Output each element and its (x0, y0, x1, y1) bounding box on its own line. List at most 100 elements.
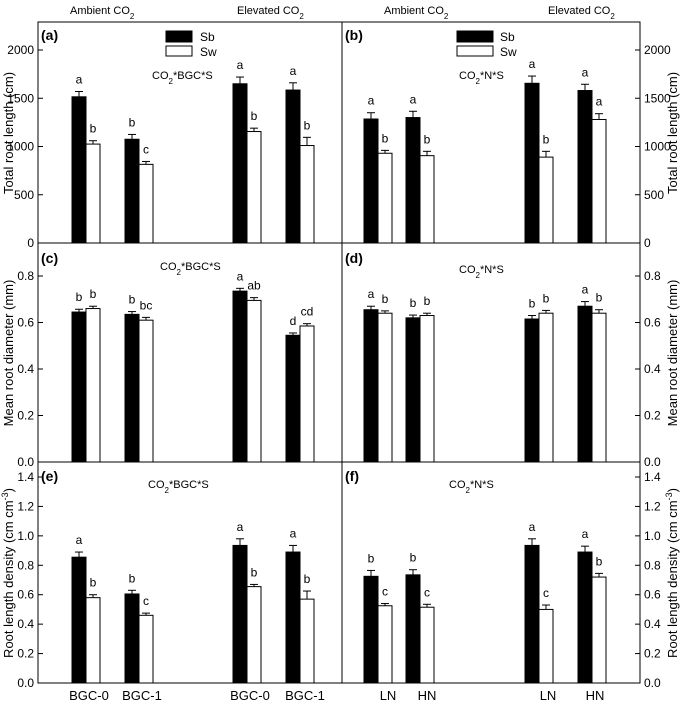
bar-sw (377, 152, 393, 244)
bar-sb (363, 575, 379, 684)
bar-sb (363, 118, 379, 244)
panel-title-d: CO2*N*S (459, 264, 504, 280)
x-label-right-2: HN (418, 688, 437, 703)
panel-title-b: CO2*N*S (459, 70, 504, 86)
bar-sw (377, 605, 393, 684)
bar-sw (85, 597, 101, 684)
panel-title-a: CO2*BGC*S (152, 70, 213, 86)
y-tick-label: 0.8 (644, 269, 661, 283)
y-tick-label: 0 (27, 236, 34, 250)
bar-sw (377, 312, 393, 463)
x-label-right-1: LN (380, 688, 397, 703)
header-left-ambient: Ambient CO2 (70, 5, 135, 21)
y-tick-label: 1500 (7, 91, 34, 105)
bar-sb (71, 96, 87, 244)
significance-letter: b (382, 292, 389, 306)
significance-letter: b (382, 131, 389, 145)
bar-sb (285, 334, 301, 463)
panel-title-f: CO2*N*S (449, 479, 494, 495)
y-tick-label: 0.8 (17, 269, 34, 283)
x-label-right-4: HN (586, 688, 605, 703)
significance-letter: b (304, 118, 311, 132)
y-tick-label: 0.6 (644, 316, 661, 330)
bar-sb (524, 544, 540, 684)
significance-letter: a (237, 520, 244, 534)
significance-letter: ab (247, 279, 261, 293)
significance-letter: a (290, 64, 297, 78)
y-tick-label: 500 (644, 188, 664, 202)
significance-letter: b (424, 132, 431, 146)
y-tick-label: 0 (644, 236, 651, 250)
y-tick-label: 1000 (7, 140, 34, 154)
bar-sw (419, 315, 435, 463)
header-right-elevated: Elevated CO2 (548, 5, 615, 21)
y-tick-label: 0.6 (644, 588, 661, 602)
significance-letter: a (368, 287, 375, 301)
significance-letter: a (529, 57, 536, 71)
bar-sb (405, 117, 421, 244)
bar-sw (591, 312, 607, 463)
bar-sw (591, 576, 607, 684)
significance-letter: c (143, 594, 149, 608)
y-tick-label: 0.2 (17, 409, 34, 423)
y-label-left-bot: Root length density (cm cm-3) (0, 488, 16, 658)
y-tick-label: 2000 (7, 43, 34, 57)
significance-letter: a (237, 58, 244, 72)
bar-sb (285, 551, 301, 684)
bar-sw (299, 598, 315, 684)
legend-sb-swatch-right (456, 30, 494, 43)
legend-sb-swatch (165, 30, 193, 43)
bar-sb (124, 313, 140, 463)
significance-letter: b (304, 572, 311, 586)
bar-sb (124, 593, 140, 684)
bar-sb (577, 551, 593, 684)
bar-sw (299, 145, 315, 244)
y-tick-label: 1.4 (644, 470, 661, 484)
significance-letter: b (76, 290, 83, 304)
bar-sw (419, 606, 435, 684)
significance-letter: b (90, 122, 97, 136)
panel-label-f: (f) (345, 468, 359, 484)
significance-letter: b (596, 554, 603, 568)
y-tick-label: 1.0 (17, 529, 34, 543)
significance-letter: b (129, 293, 136, 307)
y-tick-label: 0.0 (644, 455, 661, 469)
y-tick-label: 1.2 (17, 499, 34, 513)
panel-label-a: (a) (41, 27, 58, 43)
bar-sb (232, 290, 248, 463)
bar-sw (85, 308, 101, 463)
bar-sb (71, 311, 87, 463)
significance-letter: a (290, 526, 297, 540)
y-label-right-bot: Root length density (cm cm-3) (664, 488, 680, 658)
significance-letter: b (368, 551, 375, 565)
panel-title-c: CO2*BGC*S (160, 261, 221, 277)
significance-letter: b (410, 296, 417, 310)
y-tick-label: 0.8 (644, 558, 661, 572)
legend-sb-label-right: Sb (500, 30, 515, 44)
bar-sb (363, 309, 379, 463)
y-tick-label: 0.2 (644, 647, 661, 661)
y-tick-label: 0.0 (17, 455, 34, 469)
bar-sb (405, 574, 421, 684)
significance-letter: a (529, 520, 536, 534)
bar-sw (538, 608, 554, 684)
bar-sb (577, 90, 593, 244)
significance-letter: a (410, 92, 417, 106)
bar-sw (591, 118, 607, 244)
y-tick-label: 2000 (644, 43, 671, 57)
y-tick-label: 0.6 (17, 588, 34, 602)
legend-sb-label: Sb (200, 30, 215, 44)
y-tick-label: 0.4 (644, 617, 661, 631)
significance-letter: a (582, 283, 589, 297)
panel-title-e: CO2*BGC*S (148, 479, 209, 495)
bar-sb (524, 82, 540, 244)
legend-sw-swatch-right (456, 45, 494, 57)
significance-letter: b (596, 291, 603, 305)
significance-letter: c (424, 585, 430, 599)
bar-sb (285, 89, 301, 244)
y-tick-label: 1.2 (644, 499, 661, 513)
bar-sw (419, 155, 435, 244)
y-label-right-top: Total root length (cm) (665, 72, 680, 194)
y-tick-label: 0.4 (644, 362, 661, 376)
significance-letter: b (543, 291, 550, 305)
